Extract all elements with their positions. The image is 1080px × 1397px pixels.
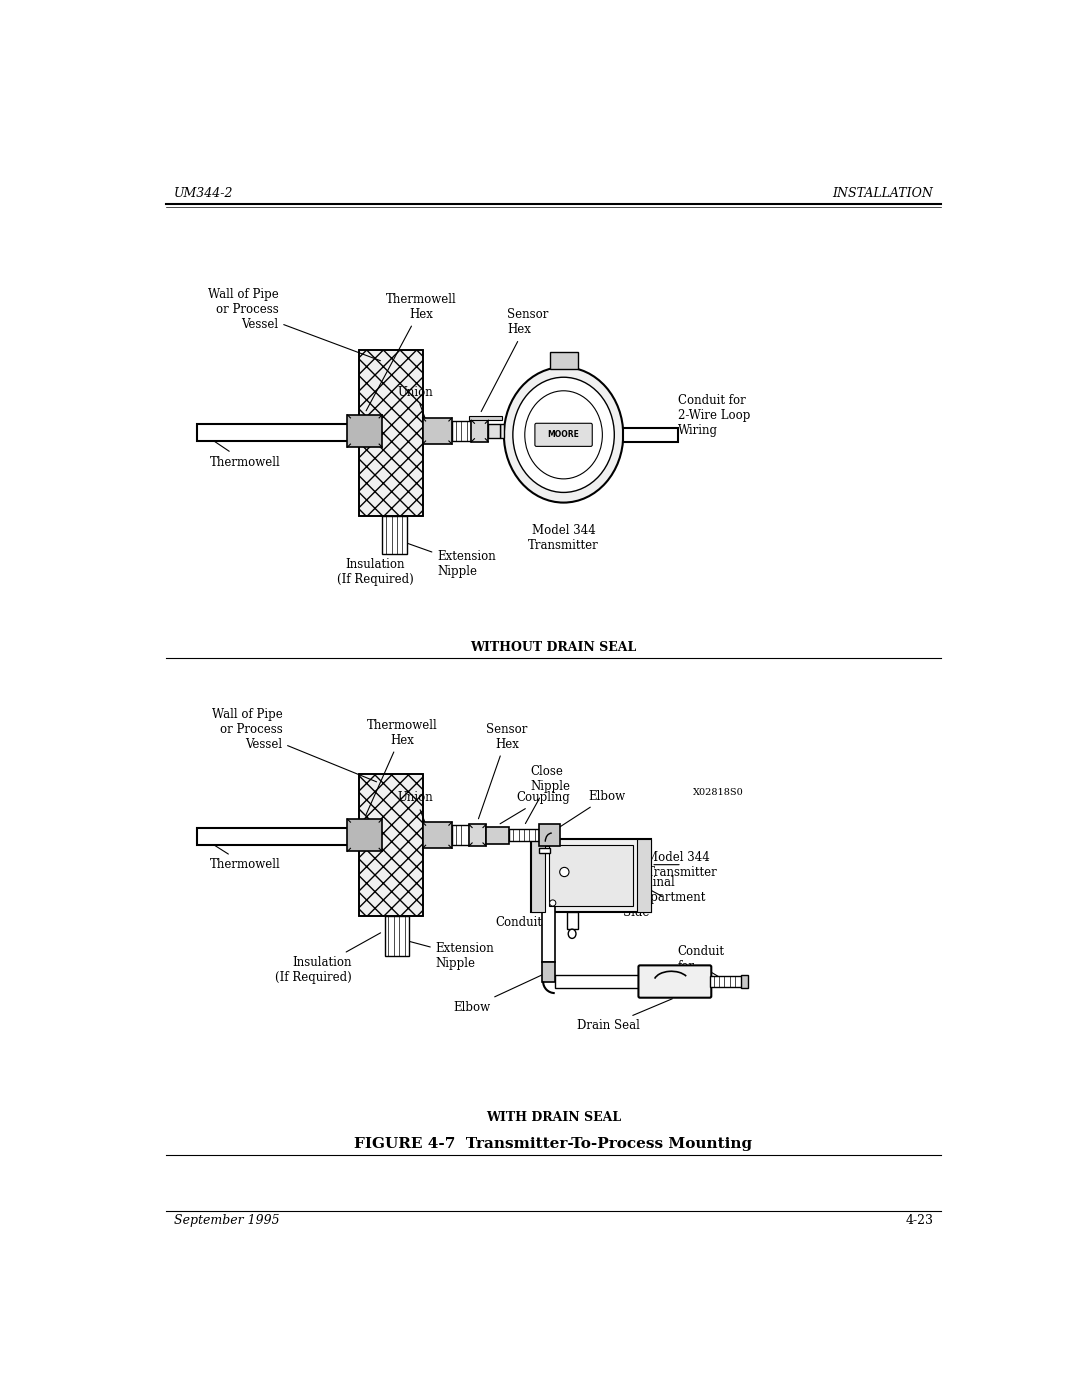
Bar <box>359 351 422 515</box>
Ellipse shape <box>525 391 603 479</box>
Text: Elbow: Elbow <box>554 789 625 831</box>
FancyBboxPatch shape <box>638 965 712 997</box>
Bar <box>348 415 382 447</box>
Text: WITH DRAIN SEAL: WITH DRAIN SEAL <box>486 1111 621 1125</box>
Bar <box>359 774 422 916</box>
Bar <box>550 352 578 369</box>
Text: Union: Union <box>397 792 433 823</box>
Text: Terminal
Compartment
Side: Terminal Compartment Side <box>623 876 705 919</box>
Bar <box>422 823 451 848</box>
Text: Thermowell
Hex: Thermowell Hex <box>366 293 457 411</box>
Circle shape <box>559 868 569 877</box>
Text: FIGURE 4-7  Transmitter-To-Process Mounting: FIGURE 4-7 Transmitter-To-Process Mounti… <box>354 1137 753 1151</box>
Bar <box>539 848 550 854</box>
Text: Sensor
Hex: Sensor Hex <box>482 309 549 412</box>
Bar <box>741 975 748 989</box>
Bar <box>382 515 407 555</box>
Bar <box>542 963 555 982</box>
Circle shape <box>550 900 556 907</box>
Text: Close
Nipple: Close Nipple <box>525 766 570 824</box>
Text: Insulation
(If Required): Insulation (If Required) <box>275 933 380 983</box>
Text: Conduit for
2-Wire Loop
Wiring: Conduit for 2-Wire Loop Wiring <box>653 394 750 437</box>
Text: Drain Seal: Drain Seal <box>577 999 673 1032</box>
Bar <box>510 828 539 841</box>
Bar <box>549 845 633 907</box>
Text: Thermowell
Hex: Thermowell Hex <box>366 718 437 814</box>
Text: UM344-2: UM344-2 <box>174 187 233 200</box>
Bar <box>555 975 640 988</box>
Text: Sensor
Hex: Sensor Hex <box>478 722 528 819</box>
Ellipse shape <box>568 929 576 939</box>
Bar <box>422 418 451 444</box>
Bar <box>359 774 422 916</box>
Bar <box>486 827 510 844</box>
Text: X02818S0: X02818S0 <box>693 788 744 798</box>
Bar <box>539 824 561 847</box>
Bar <box>488 425 500 437</box>
Bar <box>623 427 677 441</box>
Bar <box>471 420 488 441</box>
Bar <box>637 840 651 912</box>
FancyBboxPatch shape <box>535 423 592 447</box>
Bar <box>469 824 486 847</box>
Text: Conduit: Conduit <box>496 916 552 929</box>
Bar <box>451 420 471 441</box>
Text: INSTALLATION: INSTALLATION <box>833 187 933 200</box>
Text: September 1995: September 1995 <box>174 1214 280 1227</box>
Text: WITHOUT DRAIN SEAL: WITHOUT DRAIN SEAL <box>471 641 636 654</box>
Text: Insulation
(If Required): Insulation (If Required) <box>337 538 414 585</box>
Ellipse shape <box>513 377 615 492</box>
Bar <box>359 351 422 515</box>
Bar <box>710 977 744 986</box>
Bar <box>451 826 469 845</box>
Text: Model 344
Transmitter: Model 344 Transmitter <box>647 851 717 879</box>
Text: Coupling: Coupling <box>500 792 570 824</box>
Bar <box>197 828 370 845</box>
Text: MOORE: MOORE <box>548 430 580 439</box>
Ellipse shape <box>504 367 623 503</box>
Text: 4-23: 4-23 <box>905 1214 933 1227</box>
Text: Union: Union <box>397 386 433 419</box>
Text: Extension
Nipple: Extension Nipple <box>400 939 495 971</box>
Bar <box>542 847 555 963</box>
Text: Extension
Nipple: Extension Nipple <box>397 539 496 578</box>
Bar <box>197 425 370 441</box>
Bar <box>567 912 578 929</box>
Bar <box>348 819 382 851</box>
Bar <box>531 840 545 912</box>
Bar <box>531 840 651 912</box>
Bar <box>469 415 501 420</box>
Text: Thermowell: Thermowell <box>207 436 281 468</box>
Bar <box>500 425 504 437</box>
Text: Wall of Pipe
or Process
Vessel: Wall of Pipe or Process Vessel <box>212 707 377 782</box>
Text: Conduit
for
Wiring: Conduit for Wiring <box>677 944 725 988</box>
Text: Model 344
Transmitter: Model 344 Transmitter <box>528 524 599 552</box>
Bar <box>384 916 409 956</box>
Text: Elbow: Elbow <box>454 974 546 1014</box>
Text: Thermowell: Thermowell <box>207 841 281 872</box>
Text: Wall of Pipe
or Process
Vessel: Wall of Pipe or Process Vessel <box>207 288 380 360</box>
